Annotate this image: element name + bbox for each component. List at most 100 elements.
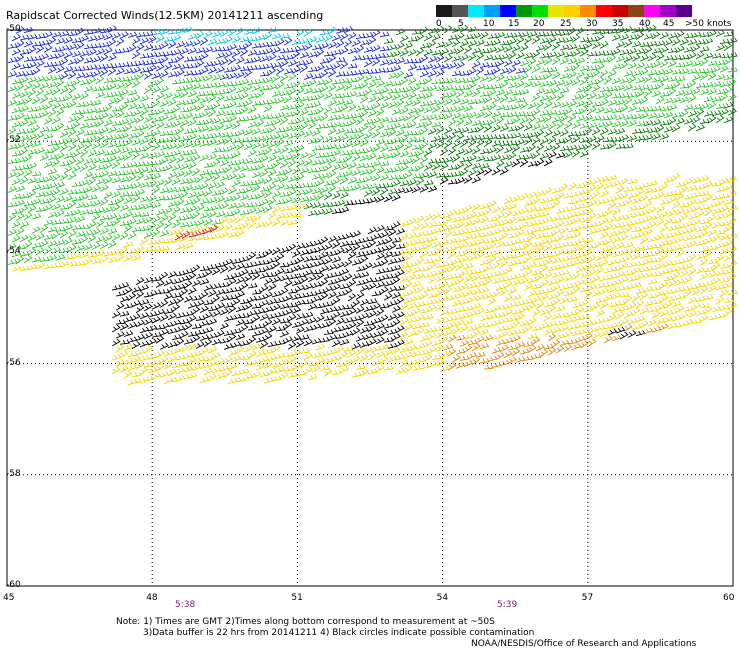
wind-barb — [435, 172, 446, 178]
wind-barb — [383, 348, 393, 357]
wind-barb — [375, 183, 386, 189]
wind-barb — [123, 138, 133, 147]
wind-barb — [187, 118, 197, 127]
wind-barb — [391, 193, 401, 202]
wind-barb — [31, 213, 42, 220]
wind-barb — [331, 208, 342, 215]
wind-barb — [207, 225, 218, 233]
wind-barb — [127, 248, 138, 255]
wind-barb — [439, 294, 449, 303]
wind-barb — [251, 314, 261, 323]
wind-barb — [527, 317, 537, 325]
wind-barb — [339, 176, 349, 185]
wind-barb — [35, 206, 46, 212]
wind-barb — [587, 199, 598, 207]
wind-barb — [383, 124, 394, 131]
wind-barb — [263, 164, 274, 170]
wind-barb — [131, 168, 142, 175]
wind-barb — [95, 34, 106, 41]
wind-barb — [599, 246, 610, 254]
wind-barb — [303, 338, 313, 347]
wind-barb — [31, 96, 41, 105]
wind-barb — [415, 93, 426, 100]
wind-barb — [15, 170, 25, 178]
wind-barb — [447, 223, 458, 231]
wind-barb — [139, 354, 150, 362]
wind-barb — [143, 86, 153, 95]
wind-barb — [595, 182, 605, 191]
wind-barb — [551, 339, 561, 348]
wind-barb — [503, 294, 513, 303]
wind-barb — [447, 334, 457, 343]
wind-barb — [319, 84, 329, 93]
wind-barb — [163, 308, 174, 315]
wind-barb — [583, 319, 594, 327]
wind-barb — [463, 134, 474, 141]
wind-barb — [419, 100, 430, 107]
wind-barb — [707, 270, 717, 279]
wind-barb — [203, 61, 214, 68]
wind-barb — [579, 188, 590, 195]
wind-barb — [387, 129, 397, 137]
wind-barb — [155, 324, 166, 330]
wind-barb — [715, 103, 726, 109]
wind-barb — [695, 267, 706, 274]
wind-barb — [495, 226, 505, 234]
wind-barb — [191, 363, 202, 371]
wind-barb — [279, 174, 289, 183]
wind-barb — [295, 299, 306, 306]
wind-barb — [403, 323, 413, 332]
wind-barb — [19, 250, 30, 257]
wind-barb — [223, 153, 234, 160]
wind-barb — [475, 225, 486, 232]
wind-barb — [319, 265, 329, 273]
wind-barb — [547, 151, 557, 159]
wind-barb — [487, 255, 497, 264]
wind-barb — [147, 222, 157, 231]
wind-barb — [279, 262, 290, 268]
wind-barb — [163, 50, 174, 57]
wind-barb — [447, 62, 458, 70]
wind-barb — [555, 320, 566, 326]
wind-barb — [683, 234, 693, 242]
wind-barb — [363, 146, 374, 154]
wind-barb — [211, 173, 221, 182]
wind-barb — [91, 85, 102, 92]
wind-barb — [675, 181, 686, 188]
wind-barb — [207, 138, 218, 147]
wind-barb — [579, 48, 589, 57]
wind-barb — [251, 214, 262, 222]
wind-barb — [431, 240, 442, 249]
wind-barb — [355, 319, 365, 328]
wind-barb — [627, 62, 638, 70]
wind-barb — [147, 51, 158, 58]
wind-barb — [35, 33, 46, 40]
wind-barb — [603, 323, 614, 330]
wind-barb — [451, 26, 462, 34]
wind-barb — [115, 95, 125, 104]
wind-barb — [363, 175, 374, 183]
wind-barb — [303, 366, 313, 375]
wind-barb — [347, 32, 357, 40]
wind-barb — [591, 318, 602, 325]
wind-barb — [51, 188, 61, 196]
wind-barb — [643, 300, 654, 307]
wind-barb — [83, 185, 93, 194]
wind-barb — [87, 149, 98, 157]
wind-barb — [279, 371, 289, 380]
wind-barb — [327, 250, 338, 257]
wind-barb — [315, 302, 326, 309]
wind-barb — [643, 200, 653, 209]
wind-barb — [295, 116, 306, 124]
wind-barb — [435, 274, 445, 283]
wind-barb — [123, 169, 134, 176]
wind-barb — [427, 127, 438, 135]
wind-barb — [11, 78, 22, 85]
wind-barb — [671, 217, 682, 224]
wind-barb — [499, 219, 510, 227]
longitude-tick-label: 60 — [723, 593, 735, 603]
legend-swatch — [644, 5, 660, 17]
wind-barb — [127, 336, 138, 343]
wind-barb — [423, 214, 433, 222]
wind-barb — [179, 373, 190, 381]
